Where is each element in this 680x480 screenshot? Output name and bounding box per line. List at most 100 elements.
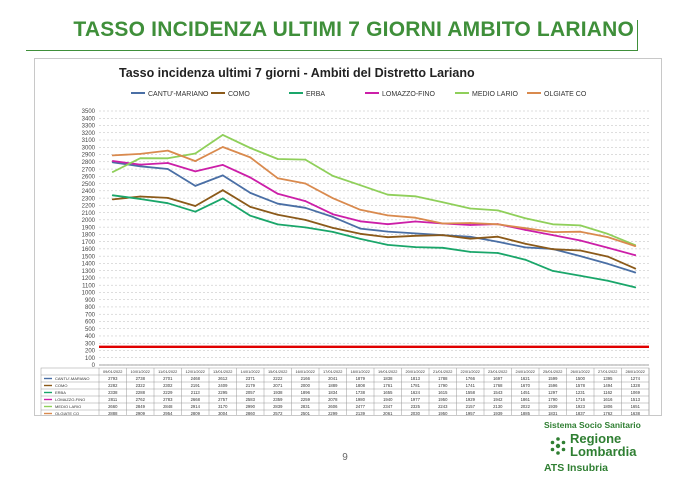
series-0-point-3: [194, 184, 197, 187]
series-0-point-1: [139, 165, 142, 168]
series-line-5: [112, 146, 636, 247]
data-label: 1500: [576, 376, 586, 381]
series-2-point-13: [469, 251, 472, 253]
x-tick-label: 12/01/2022: [186, 369, 205, 374]
series-4-point-0: [111, 171, 114, 173]
data-label: 1885: [521, 411, 531, 415]
series-4-point-18: [606, 233, 609, 235]
data-label: 1297: [548, 390, 558, 395]
series-5-point-19: [634, 245, 637, 248]
data-label: 2809: [191, 411, 201, 415]
data-label: 1716: [576, 397, 586, 402]
data-label: 1790: [548, 397, 558, 402]
data-label: 1274: [631, 376, 641, 381]
data-label: 1766: [466, 376, 476, 381]
series-1-point-9: [359, 232, 362, 235]
series-2-point-15: [524, 258, 527, 261]
series-2-point-6: [276, 223, 279, 226]
data-label: 2022: [521, 404, 531, 409]
data-label: 2282: [108, 383, 118, 388]
series-3-point-18: [606, 246, 609, 249]
data-label: 1790: [438, 383, 448, 388]
chart-frame: Tasso incidenza ultimi 7 giorni - Ambiti…: [34, 58, 662, 416]
data-label: 2914: [191, 404, 201, 409]
series-1-point-5: [249, 205, 252, 208]
data-label: 1831: [548, 411, 558, 415]
table-series-name-4: MEDIO LARIO: [55, 404, 81, 409]
data-label: 3170: [218, 404, 228, 409]
data-label: 1670: [521, 383, 531, 388]
y-tick-label: 1800: [82, 233, 96, 239]
x-tick-label: 20/01/2022: [406, 369, 425, 374]
title-underline: [26, 50, 638, 51]
y-tick-label: 1900: [82, 225, 96, 231]
table-series-name-5: OLGIATE CO: [55, 411, 79, 415]
y-tick-label: 1100: [82, 283, 96, 289]
series-1-point-17: [579, 249, 582, 252]
series-0-point-6: [276, 202, 279, 205]
series-3-point-17: [579, 239, 582, 242]
series-1-point-6: [276, 213, 279, 216]
data-label: 2041: [328, 376, 338, 381]
data-label: 1950: [438, 411, 448, 415]
series-2-point-19: [634, 286, 637, 289]
data-label: 2347: [383, 404, 393, 409]
data-label: 1651: [631, 404, 641, 409]
series-4-point-8: [331, 174, 334, 177]
legend-label-5: OLGIATE CO: [544, 91, 587, 98]
regione-lombardia-logo: Sistema Socio Sanitario Regione Lombardi…: [530, 420, 670, 476]
series-1-point-15: [524, 242, 527, 245]
series-3-point-11: [414, 220, 417, 223]
data-label: 2860: [246, 411, 256, 415]
series-5-point-6: [276, 177, 279, 180]
series-5-point-4: [221, 146, 224, 148]
data-label: 2849: [136, 404, 146, 409]
y-tick-label: 2900: [82, 153, 96, 159]
y-tick-label: 2700: [82, 167, 96, 173]
y-tick-label: 3300: [82, 124, 96, 130]
data-label: 1957: [466, 411, 476, 415]
x-tick-label: 25/01/2022: [543, 369, 562, 374]
y-tick-label: 2800: [82, 160, 96, 166]
data-label: 2371: [246, 376, 256, 381]
y-tick-label: 3500: [82, 109, 96, 115]
data-label: 2701: [163, 376, 173, 381]
data-label: 2738: [136, 376, 146, 381]
series-1-point-8: [331, 227, 334, 229]
data-label: 2848: [163, 404, 173, 409]
series-3-point-4: [221, 164, 224, 166]
series-0-point-11: [414, 232, 417, 235]
x-tick-label: 17/01/2022: [323, 369, 342, 374]
y-tick-label: 2500: [82, 182, 96, 188]
series-3-point-6: [276, 192, 279, 195]
series-line-4: [112, 134, 636, 247]
x-tick-label: 18/01/2022: [351, 369, 370, 374]
y-tick-label: 1400: [82, 262, 96, 268]
data-label: 2783: [163, 397, 173, 402]
legend-label-3: LOMAZZO-FINO: [382, 91, 435, 98]
y-tick-label: 0: [92, 363, 96, 369]
data-label: 1513: [631, 397, 641, 402]
data-label: 1761: [383, 383, 393, 388]
data-label: 2757: [218, 397, 228, 402]
series-line-2: [112, 194, 636, 289]
table-series-name-1: COMO: [55, 383, 67, 388]
data-label: 2606: [328, 404, 338, 409]
series-5-point-10: [386, 214, 389, 217]
series-4-point-11: [414, 195, 417, 198]
x-tick-label: 09/01/2022: [103, 369, 122, 374]
series-2-point-1: [139, 198, 142, 200]
data-label: 1451: [521, 390, 531, 395]
series-5-point-3: [194, 160, 197, 163]
series-2-point-14: [496, 252, 499, 254]
series-1-point-14: [496, 235, 499, 238]
x-tick-label: 27/01/2022: [598, 369, 617, 374]
series-5-point-11: [414, 216, 417, 219]
series-3-point-5: [249, 176, 252, 179]
data-label: 1494: [603, 383, 613, 388]
data-label: 1940: [383, 397, 393, 402]
series-3-point-0: [111, 160, 114, 162]
series-1-point-13: [469, 237, 472, 240]
data-label: 1558: [466, 390, 476, 395]
x-tick-label: 16/01/2022: [296, 369, 315, 374]
